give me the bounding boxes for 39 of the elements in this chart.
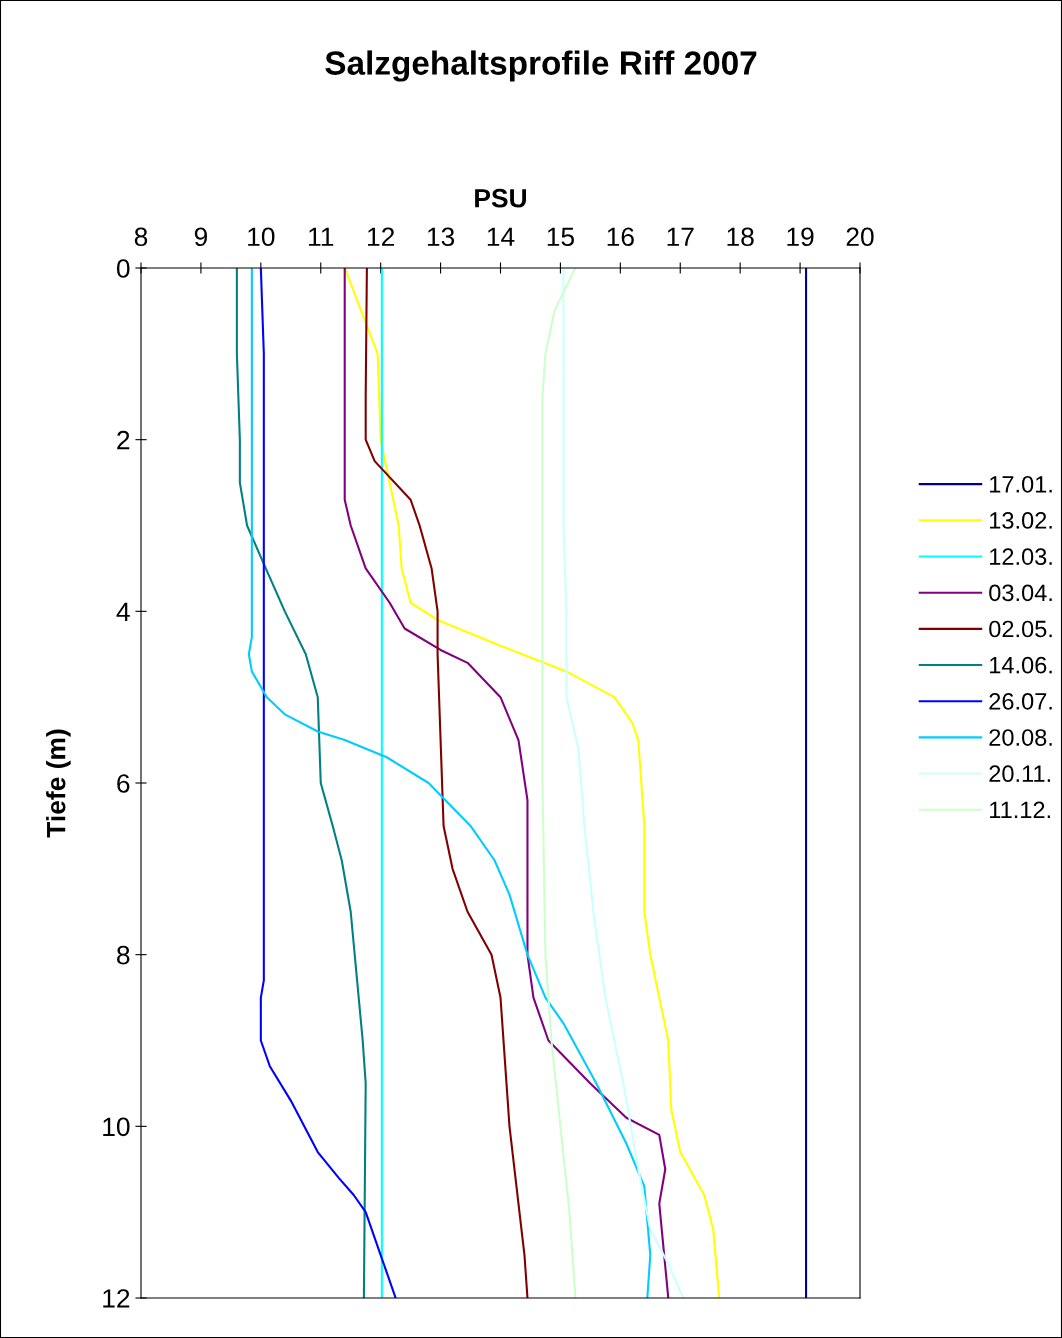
x-tick-label: 16 <box>607 227 634 247</box>
chart-title: Salzgehaltsprofile Riff 2007 <box>325 50 757 82</box>
legend-label: 02.05. <box>989 620 1052 638</box>
x-tick-label: 19 <box>787 227 814 247</box>
y-tick-label: 2 <box>117 430 130 450</box>
y-tick-label: 10 <box>103 1117 130 1137</box>
y-tick-label: 12 <box>103 1289 130 1308</box>
line-series <box>259 268 397 1298</box>
legend-label: 14.06. <box>990 656 1052 674</box>
y-tick-label: 8 <box>117 945 130 965</box>
x-tick-label: 20 <box>846 227 874 247</box>
x-tick-label: 12 <box>368 227 395 246</box>
x-tick-label: 18 <box>727 227 754 247</box>
legend-label: 17.01. <box>990 475 1052 493</box>
line-series <box>562 268 685 1298</box>
line-series <box>247 268 652 1298</box>
legend-label: 20.08. <box>989 729 1052 746</box>
legend-label: 26.07. <box>989 692 1052 710</box>
x-axis-title: PSU <box>475 188 527 208</box>
y-axis-title: Tiefe (m) <box>46 729 71 838</box>
x-tick-label: 10 <box>248 227 275 247</box>
y-tick-label: 4 <box>116 602 130 621</box>
line-series <box>235 268 367 1298</box>
line-series <box>364 268 529 1298</box>
legend-label: 11.12. <box>990 801 1050 818</box>
x-tick-label: 17 <box>667 227 694 246</box>
x-tick-label: 8 <box>134 227 148 247</box>
legend-label: 20.11. <box>989 765 1050 783</box>
x-tick-label: 15 <box>547 227 574 247</box>
x-tick-label: 9 <box>194 227 207 247</box>
x-tick-label: 13 <box>427 227 455 247</box>
legend-label: 13.02. <box>990 512 1052 529</box>
y-tick-label: 0 <box>116 259 130 278</box>
line-series <box>541 268 577 1298</box>
legend-label: 12.03. <box>990 548 1052 565</box>
legend-label: 03.04. <box>989 584 1052 602</box>
x-tick-label: 14 <box>487 227 515 246</box>
x-tick-label: 11 <box>309 227 334 246</box>
y-tick-label: 6 <box>117 774 130 793</box>
